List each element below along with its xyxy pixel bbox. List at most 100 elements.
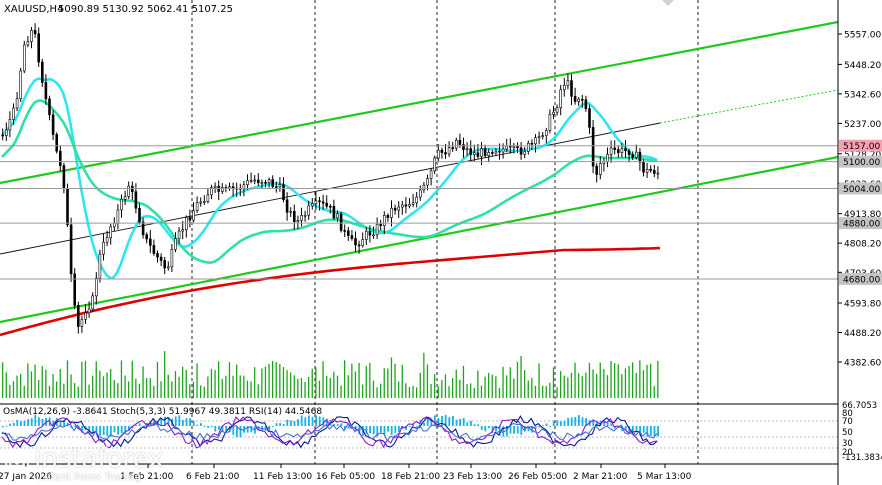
osma-bar — [563, 420, 566, 426]
volume-bar — [383, 368, 385, 398]
osma-bar — [527, 426, 530, 432]
candle-body — [440, 149, 444, 153]
candle-body — [328, 205, 332, 208]
volume-bar — [624, 368, 627, 398]
osma-bar — [473, 424, 476, 426]
osma-bar — [38, 417, 40, 426]
volume-bar — [498, 387, 501, 398]
osma-bar — [560, 421, 562, 426]
candle-body — [123, 196, 127, 200]
volume-bar — [585, 372, 587, 398]
candle-body — [548, 113, 552, 131]
candle-body — [66, 188, 69, 226]
candle-body — [472, 152, 476, 155]
volume-bar — [304, 381, 306, 398]
osma-bar — [628, 426, 631, 434]
volume-bar — [232, 375, 234, 398]
osma-bar — [444, 414, 447, 426]
candle-body — [303, 214, 307, 217]
volume-bar — [329, 377, 331, 398]
osma-bar — [282, 424, 285, 426]
candle-body — [145, 234, 148, 240]
volume-bar — [376, 387, 378, 398]
osma-bar — [30, 418, 33, 426]
volume-bar — [135, 378, 137, 398]
osma-bar — [369, 426, 371, 434]
osma-bar — [340, 423, 343, 426]
moving-averages — [0, 77, 661, 337]
shift-marker-icon[interactable] — [662, 0, 674, 6]
candle-body — [12, 107, 15, 120]
candle-body — [332, 205, 336, 219]
volume-bar — [77, 386, 79, 398]
osma-bar — [124, 426, 127, 433]
osma-bar — [650, 426, 652, 436]
volume-bar — [628, 365, 630, 398]
volume-bar — [322, 361, 324, 398]
volume-bar — [45, 369, 47, 398]
time-tick-label: 27 Jan 2026 — [0, 472, 52, 482]
volume-bar — [657, 360, 659, 398]
osma-bar — [2, 426, 4, 428]
candle-body — [22, 44, 26, 72]
volume-bar — [520, 355, 522, 398]
candle-body — [296, 220, 300, 222]
time-tick-label: 23 Feb 13:00 — [443, 472, 502, 482]
candle-body — [386, 215, 390, 218]
volume-bar — [5, 372, 7, 398]
osma-bar — [581, 417, 584, 426]
volume-bar — [300, 377, 303, 398]
price-tick-label: 4593.80 — [844, 300, 881, 310]
osma-bar — [426, 418, 429, 426]
candle-body — [120, 198, 123, 211]
candle-body — [127, 185, 130, 197]
osma-bar — [477, 424, 479, 426]
candle-body — [476, 152, 480, 157]
osma-bar — [182, 420, 184, 426]
osma-bar — [279, 423, 281, 426]
volume-bar — [218, 361, 220, 398]
osma-bar — [639, 426, 641, 436]
candle-body — [631, 154, 635, 158]
volume-bar — [480, 385, 483, 398]
candle-body — [292, 210, 296, 222]
symbol-label: XAUUSD,H4 — [4, 4, 63, 15]
watermark: instaforex Instant Forex Trading — [4, 443, 204, 485]
volume-bar — [578, 373, 580, 398]
osma-bar — [455, 419, 458, 426]
volume-bar — [394, 363, 396, 398]
osma-bar — [66, 422, 69, 426]
osma-bar — [484, 426, 487, 432]
osma-bar — [164, 416, 166, 426]
volume-bar — [534, 385, 537, 398]
volume-bar — [250, 381, 252, 398]
osma-bar — [452, 416, 454, 426]
volume-bar — [149, 378, 151, 398]
watermark-tagline: Instant Forex Trading — [36, 472, 142, 483]
volume-bar — [225, 375, 227, 398]
volume-bar — [588, 362, 591, 398]
osma-bar — [383, 426, 386, 436]
osma-bar — [232, 426, 235, 435]
osma-bar — [423, 422, 425, 426]
candle-body — [372, 234, 375, 237]
volume-bar — [462, 365, 465, 398]
volume-bar — [444, 374, 447, 398]
candle-body — [170, 249, 174, 268]
volume-bar — [228, 362, 231, 398]
candle-body — [246, 180, 249, 185]
osma-bar — [390, 426, 393, 435]
candle-body — [48, 98, 51, 116]
candle-body — [62, 165, 66, 189]
instaforex-logo-icon — [5, 450, 29, 474]
volume-bar — [459, 379, 461, 398]
osma-bar — [574, 416, 577, 426]
price-marker-label: 4880.00 — [843, 220, 880, 230]
osma-bar — [509, 426, 512, 434]
candle-body — [77, 304, 80, 327]
osma-bar — [513, 426, 515, 434]
volume-bar — [495, 376, 497, 398]
candle-body — [566, 80, 570, 86]
volume-bar — [171, 381, 173, 398]
